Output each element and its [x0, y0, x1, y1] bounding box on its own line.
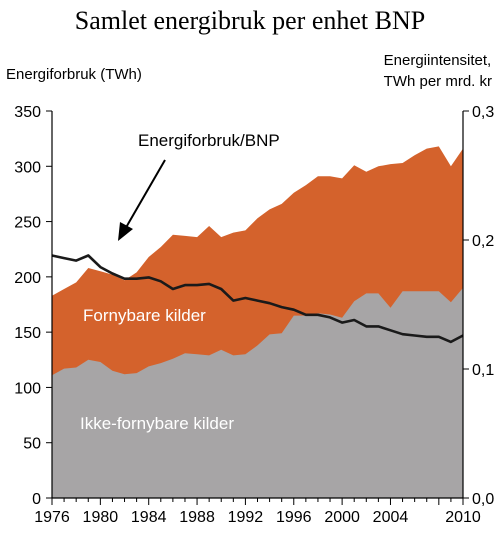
x-tick-label: 2010: [445, 509, 481, 526]
right-axis-label-line2: TWh per mrd. kr: [383, 73, 492, 90]
chart-title: Samlet energibruk per enhet BNP: [74, 6, 426, 35]
x-tick-label: 1976: [34, 509, 70, 526]
x-tick-label: 2000: [324, 509, 360, 526]
area-ikke-fornybare-kilder: [52, 287, 463, 498]
left-axis-label: Energiforbruk (TWh): [6, 66, 142, 83]
y-tick-label-left: 150: [14, 325, 41, 342]
x-tick-label: 1980: [83, 509, 119, 526]
series-line-energiforbruk-bnp: [51, 254, 464, 344]
x-tick-label: 1984: [131, 509, 167, 526]
y-tick-label-right: 0,3: [472, 104, 494, 121]
annotation-arrow-shaft: [123, 159, 166, 232]
annotation-energiforbruk-bnp: Energiforbruk/BNP: [138, 131, 280, 150]
y-tick-label-left: 300: [14, 159, 41, 176]
right-axis-label: Energiintensitet, TWh per mrd. kr: [384, 50, 492, 92]
y-tick-label-left: 100: [14, 380, 41, 397]
x-tick-label: 1992: [228, 509, 264, 526]
right-axis-label-line1: Energiintensitet,: [383, 52, 492, 69]
y-tick-label-right: 0,1: [472, 362, 494, 379]
y-tick-label-left: 200: [14, 270, 41, 287]
y-tick-label-left: 350: [14, 104, 41, 121]
y-tick-label-left: 0: [32, 491, 41, 508]
x-tick-label: 1988: [179, 509, 215, 526]
annotation-arrow-head: [118, 222, 133, 241]
x-tick-label: 2004: [373, 509, 409, 526]
label-ikke-fornybare-kilder: Ikke-fornybare kilder: [80, 414, 234, 433]
y-tick-label-left: 50: [23, 436, 41, 453]
y-tick-label-left: 250: [14, 215, 41, 232]
x-tick-label: 1996: [276, 509, 312, 526]
y-tick-label-right: 0,0: [472, 491, 494, 508]
label-fornybare-kilder: Fornybare kilder: [83, 306, 206, 325]
y-tick-label-right: 0,2: [472, 233, 494, 250]
